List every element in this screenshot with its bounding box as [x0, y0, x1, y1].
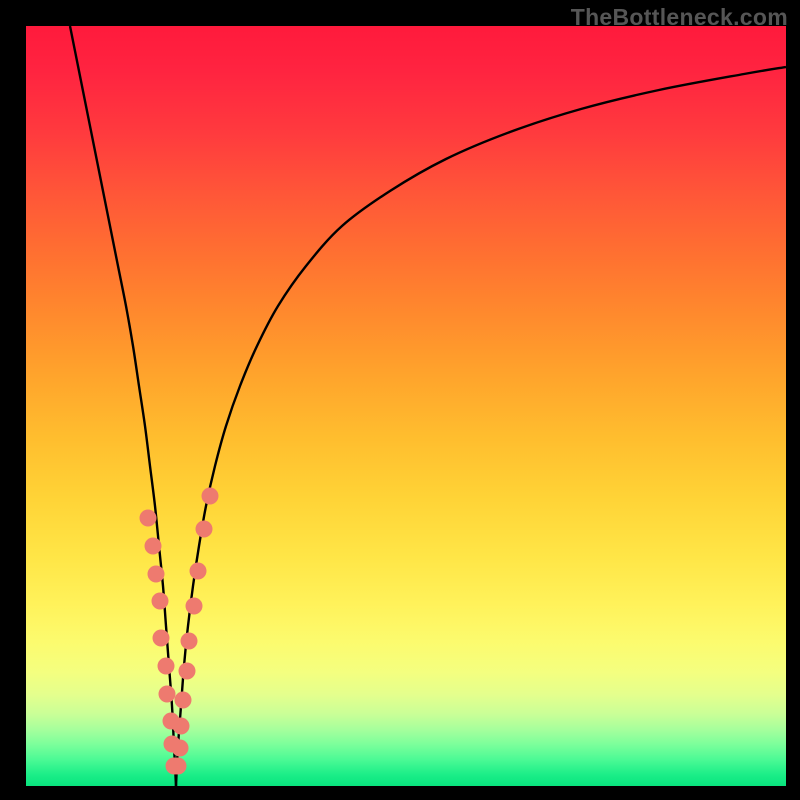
- data-marker: [172, 740, 189, 757]
- curve-right: [176, 67, 786, 786]
- data-marker: [190, 563, 207, 580]
- curve-overlay: [26, 26, 786, 786]
- data-marker: [179, 663, 196, 680]
- data-marker: [145, 538, 162, 555]
- data-marker: [153, 630, 170, 647]
- data-marker: [186, 598, 203, 615]
- marker-group: [140, 488, 219, 775]
- watermark-text: TheBottleneck.com: [571, 4, 788, 31]
- data-marker: [140, 510, 157, 527]
- data-marker: [173, 718, 190, 735]
- data-marker: [148, 566, 165, 583]
- data-marker: [159, 686, 176, 703]
- data-marker: [175, 692, 192, 709]
- data-marker: [152, 593, 169, 610]
- data-marker: [202, 488, 219, 505]
- chart-container: TheBottleneck.com: [0, 0, 800, 800]
- data-marker: [158, 658, 175, 675]
- data-marker: [170, 758, 187, 775]
- data-marker: [181, 633, 198, 650]
- plot-area: [26, 26, 786, 786]
- data-marker: [196, 521, 213, 538]
